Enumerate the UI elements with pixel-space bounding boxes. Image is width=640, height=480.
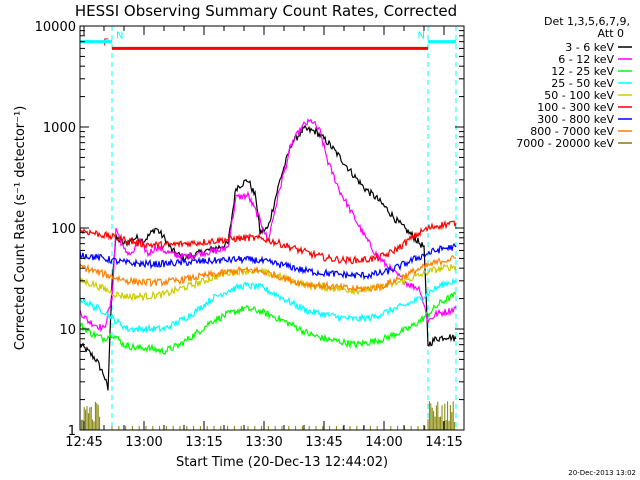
x-tick-label-2: 13:15 — [185, 435, 222, 450]
x-tick-label-3: 13:30 — [245, 435, 282, 450]
x-axis-title: Start Time (20-Dec-13 12:44:02) — [176, 455, 388, 470]
flag-bars: FNN — [80, 31, 456, 50]
legend-label-8: 7000 - 20000 keV — [516, 137, 614, 150]
legend-label-7: 800 - 7000 keV — [530, 125, 614, 138]
legend-label-6: 300 - 800 keV — [537, 113, 614, 126]
series-line-3 — [79, 277, 457, 333]
legend-label-3: 25 - 50 keV — [551, 77, 614, 90]
legend-label-2: 12 - 25 keV — [551, 65, 614, 78]
y-tick-label-2: 100 — [51, 222, 76, 237]
x-tick-label-5: 14:00 — [365, 435, 402, 450]
legend-label-4: 50 - 100 keV — [544, 89, 614, 102]
y-tick-label-4: 10000 — [35, 20, 76, 35]
flag-label-N: N — [418, 31, 425, 42]
y-tick-label-0: 1 — [68, 424, 76, 439]
legend-header-line-2: Att 0 — [598, 27, 624, 40]
plot-axes — [79, 25, 465, 431]
date-stamp: 20-Dec-2013 13:02 — [568, 469, 636, 477]
series-line-6 — [79, 242, 457, 281]
flag-label-N-start: N — [116, 31, 123, 42]
y-tick-label-1: 10 — [59, 323, 76, 338]
x-tick-label-6: 14:15 — [425, 435, 462, 450]
series-line-7 — [79, 255, 457, 294]
series-line-5 — [79, 219, 457, 266]
tick-labels: 1 10 100 1000 10000 12:45 13:00 13:15 13:30 13:45… — [35, 20, 463, 450]
x-tick-label-0: 12:45 — [65, 435, 102, 450]
chart-title: HESSI Observing Summary Count Rates, Cor… — [75, 2, 457, 20]
x-tick-label-4: 13:45 — [305, 435, 342, 450]
x-tick-label-1: 13:00 — [125, 435, 162, 450]
y-axis-title: Corrected Count Rate (s⁻¹ detector⁻¹) — [13, 106, 28, 351]
y-tick-label-3: 1000 — [43, 121, 76, 136]
legend-label-0: 3 - 6 keV — [565, 41, 614, 54]
legend-header-line-1: Det 1,3,5,6,7,9, — [544, 15, 630, 28]
legend-label-1: 6 - 12 keV — [558, 53, 614, 66]
legend-label-5: 100 - 300 keV — [537, 101, 614, 114]
series-line-2 — [79, 291, 457, 356]
